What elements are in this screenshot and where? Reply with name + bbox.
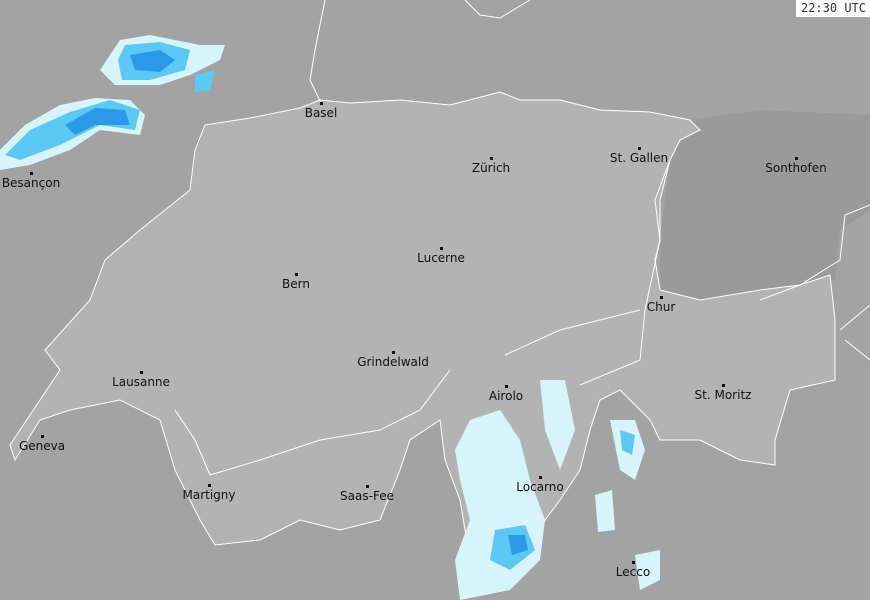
city-label: Martigny (182, 488, 236, 502)
city-label: Grindelwald (357, 355, 429, 369)
city-label: St. Moritz (694, 388, 752, 402)
city-label: Saas-Fee (340, 489, 394, 503)
city-label: Besançon (1, 176, 61, 190)
city-marker (30, 172, 33, 175)
city-label: Lecco (615, 565, 651, 579)
city-marker (660, 296, 663, 299)
city-label: Chur (646, 300, 676, 314)
city-marker (208, 484, 211, 487)
city-marker (295, 273, 298, 276)
city-label: Lausanne (112, 375, 170, 389)
city-marker (440, 247, 443, 250)
austria-region (660, 110, 870, 300)
city-marker (632, 561, 635, 564)
city-marker (140, 371, 143, 374)
city-label: Airolo (488, 389, 524, 403)
city-marker (638, 147, 641, 150)
city-marker (490, 157, 493, 160)
borders (174, 0, 870, 476)
city-label: Lucerne (417, 251, 465, 265)
switzerland-region (9, 91, 836, 581)
city-marker (795, 157, 798, 160)
city-marker (539, 476, 542, 479)
city-label: Locarno (516, 480, 564, 494)
city-label: Sonthofen (765, 161, 827, 175)
city-label: Geneva (18, 439, 66, 453)
city-label: Basel (304, 106, 338, 120)
city-marker (722, 384, 725, 387)
city-marker (505, 385, 508, 388)
city-marker (392, 351, 395, 354)
city-label: St. Gallen (609, 151, 669, 165)
city-marker (41, 435, 44, 438)
radar-precipitation (0, 35, 660, 600)
city-marker (320, 102, 323, 105)
city-label: Bern (282, 277, 310, 291)
timestamp-label: 22:30 UTC (795, 0, 870, 17)
city-marker (366, 485, 369, 488)
city-label: Zürich (471, 161, 511, 175)
